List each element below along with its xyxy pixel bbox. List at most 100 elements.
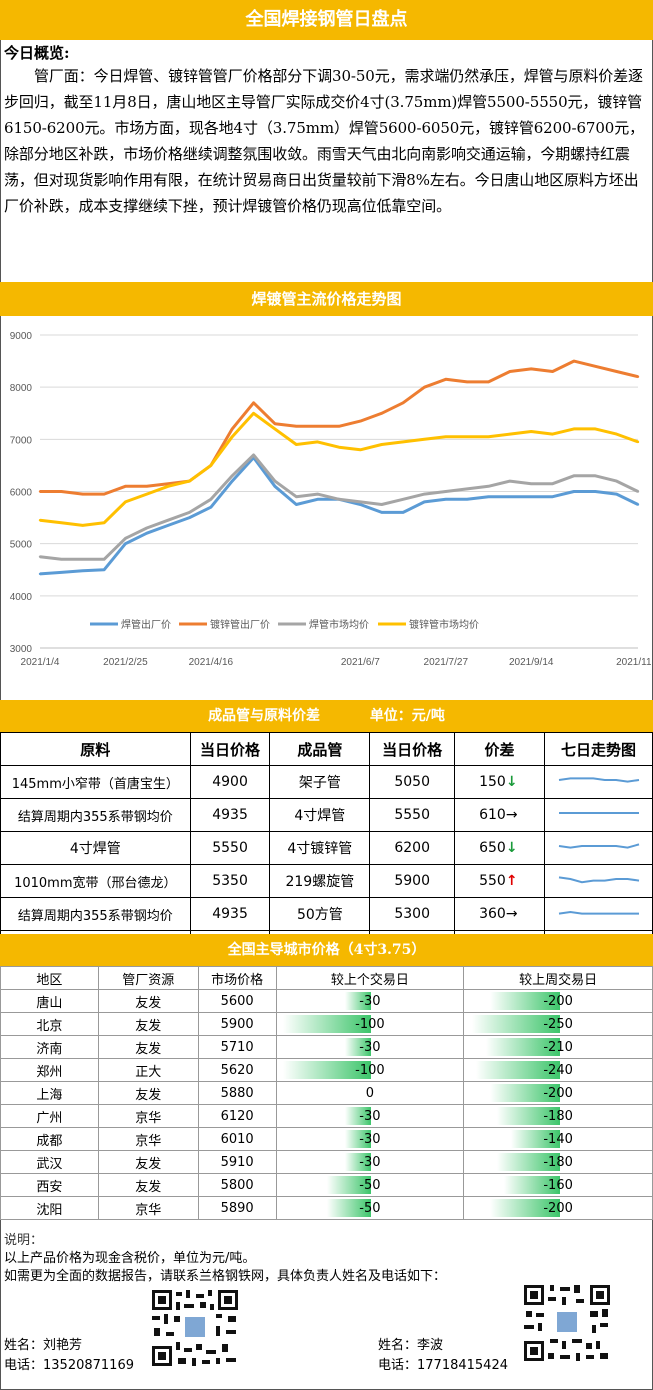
change-value: -210 (543, 1039, 573, 1055)
mill-source-cell: 友发 (97, 989, 199, 1013)
product-cell: 4寸焊管 (269, 798, 371, 832)
notes-line: 以上产品价格为现金含税价，单位为元/吨。 (4, 1251, 256, 1266)
data-point (102, 521, 106, 524)
arrow-right-icon: → (505, 906, 518, 922)
data-point (316, 440, 319, 444)
data-point (423, 385, 426, 389)
city-name-cell: 西安 (0, 1173, 99, 1197)
arrow-down-icon: ↓ (505, 774, 518, 790)
material-price-cell: 5550 (189, 831, 271, 865)
data-point (209, 505, 213, 509)
y-tick-label: 9000 (10, 331, 33, 342)
x-tick-label: 2021/4/16 (189, 657, 234, 668)
diff-cell: 610→ (454, 798, 545, 832)
change-value: -30 (359, 1039, 381, 1055)
data-point (401, 511, 405, 514)
data-point (423, 492, 426, 496)
arrow-up-icon: ↑ (505, 873, 518, 889)
sparkline-line (558, 910, 639, 915)
city-col-header: 市场价格 (197, 966, 277, 990)
x-tick-label: 2021/6/7 (341, 657, 380, 668)
diff-value: 550 (479, 873, 506, 889)
change-day-cell: -100 (275, 1058, 465, 1082)
spread-table: 原料 当日价格 成品管 当日价格 价差 七日走势图 145mm小窄带（首唐宝生）… (0, 732, 653, 964)
y-tick-label: 5000 (10, 540, 33, 551)
change-value: -100 (355, 1016, 385, 1032)
change-day-cell: -50 (275, 1196, 465, 1220)
change-value: -200 (543, 1085, 573, 1101)
x-tick-label: 2021/11/8 (616, 657, 651, 668)
data-point (102, 568, 106, 571)
data-point (273, 422, 277, 425)
series-line-1 (39, 456, 639, 576)
change-value: -30 (359, 1131, 381, 1147)
city-row: 广州 京华 6120 -30 -180 (0, 1104, 653, 1128)
change-value: -180 (543, 1108, 573, 1124)
product-price-cell: 5050 (369, 765, 456, 799)
spread-row: 145mm小窄带（首唐宝生） 4900 架子管 5050 150↓ (0, 765, 653, 799)
data-point (124, 542, 127, 545)
change-bar (327, 1176, 372, 1194)
data-point (444, 498, 447, 501)
city-col-header: 较上个交易日 (275, 966, 465, 990)
data-point (615, 479, 618, 483)
data-point (337, 425, 341, 428)
change-bar (475, 1061, 560, 1079)
data-point (231, 427, 234, 431)
notes-line: 如需更为全面的数据报告，请联系兰格钢铁网，具体负责人姓名及电话如下： (4, 1269, 447, 1284)
y-tick-label: 4000 (10, 592, 33, 603)
market-price-cell: 5910 (197, 1150, 277, 1174)
product-cell: 4寸镀锌管 (269, 831, 371, 865)
city-name-cell: 北京 (0, 1012, 99, 1036)
contact-name: 姓名：李波 (378, 1338, 444, 1353)
data-point (337, 445, 341, 449)
arrow-right-icon: → (505, 807, 518, 823)
change-bar (489, 1084, 560, 1102)
contact-name: 姓名：刘艳芳 (4, 1338, 83, 1353)
mill-source-cell: 京华 (97, 1104, 199, 1128)
data-point (124, 500, 127, 504)
data-point (145, 532, 148, 535)
change-value: -180 (543, 1154, 573, 1170)
city-row: 沈阳 京华 5890 -50 -200 (0, 1196, 653, 1220)
material-cell: 4寸焊管 (0, 831, 191, 865)
sparkline-line (558, 876, 639, 884)
change-value: -50 (359, 1200, 381, 1216)
spread-col-header: 当日价格 (369, 732, 456, 766)
data-point (508, 370, 512, 373)
x-tick-label: 2021/2/25 (103, 657, 148, 668)
change-day-cell: 0 (275, 1081, 465, 1105)
change-bar (344, 1038, 372, 1056)
data-point (295, 443, 298, 446)
data-point (81, 524, 84, 527)
change-week-cell: -240 (463, 1058, 653, 1082)
data-point (188, 511, 191, 514)
data-point (380, 443, 383, 446)
market-price-cell: 5620 (197, 1058, 277, 1082)
chart-title: 焊镀管主流价格走势图 (0, 282, 653, 316)
data-point (636, 490, 640, 493)
data-point (81, 558, 84, 561)
city-header-row: 地区 管厂资源 市场价格 较上个交易日 较上周交易日 (0, 966, 653, 990)
data-point (231, 479, 234, 483)
diff-cell: 550↑ (454, 864, 545, 898)
data-point (530, 495, 533, 498)
data-point (594, 427, 597, 431)
data-point (380, 503, 383, 506)
series-line-2 (40, 359, 639, 496)
change-value: -100 (355, 1062, 385, 1078)
sparkline (558, 777, 639, 783)
market-price-cell: 5880 (197, 1081, 277, 1105)
city-row: 成都 京华 6010 -30 -140 (0, 1127, 653, 1151)
data-point (252, 401, 255, 405)
change-week-cell: -250 (463, 1012, 653, 1036)
change-day-cell: -50 (275, 1173, 465, 1197)
sparkline-cell (544, 765, 653, 799)
x-tick-label: 2021/1/4 (21, 657, 60, 668)
arrow-down-icon: ↓ (505, 840, 518, 856)
data-point (423, 500, 426, 504)
data-point (465, 380, 469, 384)
data-point (487, 485, 490, 488)
data-point (188, 516, 191, 519)
legend-label: 焊管市场均价 (309, 618, 369, 631)
